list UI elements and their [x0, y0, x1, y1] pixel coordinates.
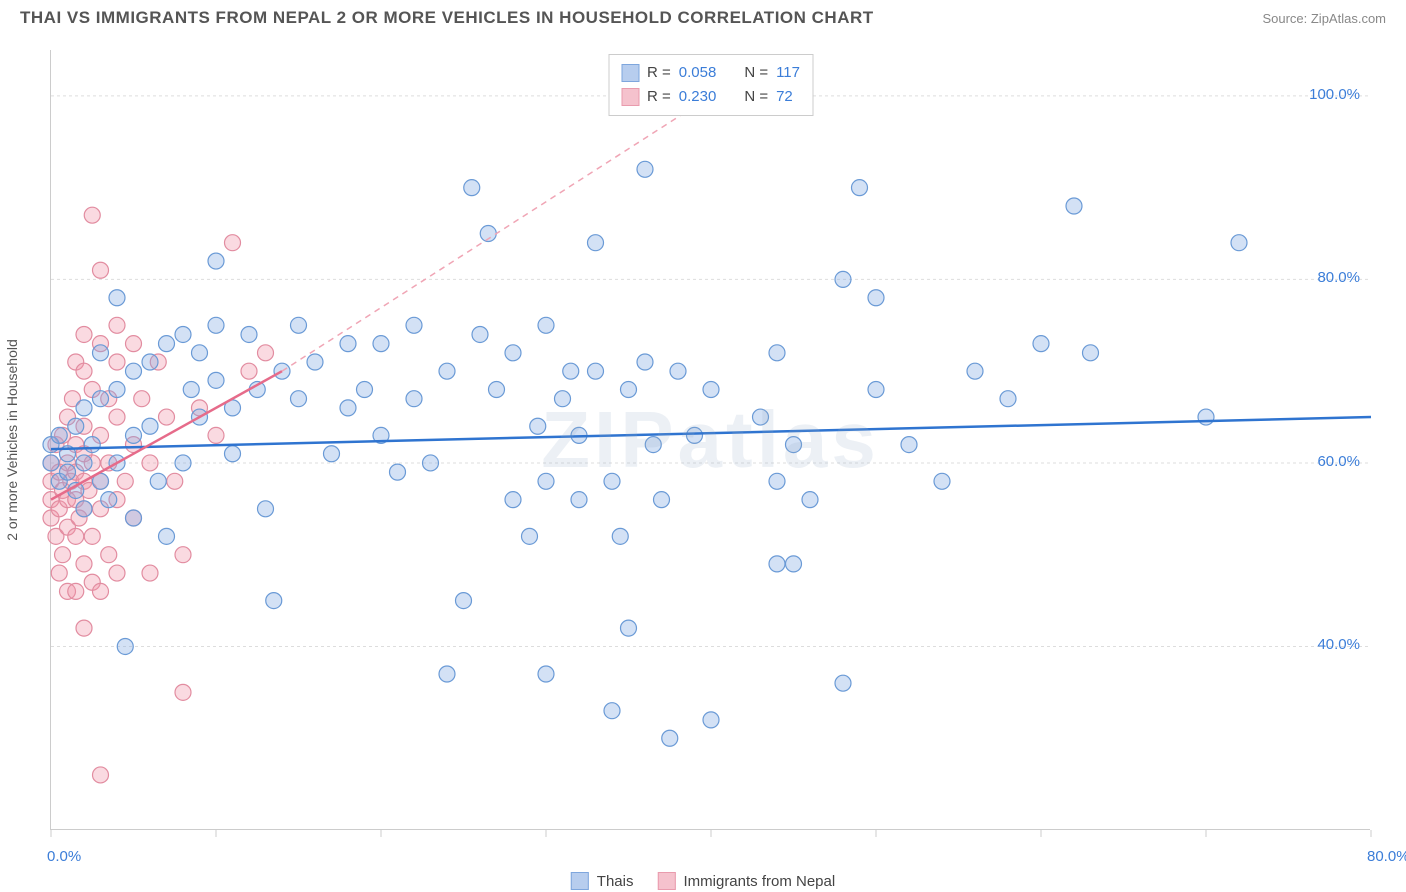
legend-label-nepal: Immigrants from Nepal — [683, 873, 835, 890]
swatch-thais — [621, 64, 639, 82]
stat-r-value-thais: 0.058 — [679, 61, 717, 85]
stats-legend: R = 0.058 N = 117 R = 0.230 N = 72 — [608, 54, 813, 116]
stats-row-nepal: R = 0.230 N = 72 — [621, 85, 800, 109]
stats-row-thais: R = 0.058 N = 117 — [621, 61, 800, 85]
swatch-nepal — [621, 88, 639, 106]
x-tick-label: 80.0% — [1367, 848, 1406, 865]
legend-item-thais: Thais — [571, 872, 634, 890]
plot-svg — [51, 50, 1371, 830]
y-tick-label: 80.0% — [1317, 269, 1360, 286]
y-tick-label: 40.0% — [1317, 636, 1360, 653]
scatter-plot: ZIPatlas R = 0.058 N = 117 R = 0.230 N =… — [50, 50, 1370, 830]
stat-r-label: R = — [647, 85, 671, 109]
chart-container: 2 or more Vehicles in Household ZIPatlas… — [40, 50, 1380, 830]
stat-r-value-nepal: 0.230 — [679, 85, 717, 109]
stat-n-label: N = — [744, 61, 768, 85]
source-attribution: Source: ZipAtlas.com — [1262, 11, 1386, 26]
chart-title: THAI VS IMMIGRANTS FROM NEPAL 2 OR MORE … — [20, 8, 874, 28]
y-axis-label: 2 or more Vehicles in Household — [4, 339, 20, 541]
stat-n-value-thais: 117 — [776, 61, 800, 85]
stat-r-label: R = — [647, 61, 671, 85]
stat-n-label: N = — [744, 85, 768, 109]
legend-label-thais: Thais — [597, 873, 634, 890]
bottom-legend: Thais Immigrants from Nepal — [571, 872, 835, 890]
legend-swatch-thais — [571, 872, 589, 890]
stat-n-value-nepal: 72 — [776, 85, 793, 109]
legend-item-nepal: Immigrants from Nepal — [657, 872, 835, 890]
y-tick-label: 60.0% — [1317, 453, 1360, 470]
x-tick-label: 0.0% — [47, 848, 81, 865]
legend-swatch-nepal — [657, 872, 675, 890]
y-tick-label: 100.0% — [1309, 86, 1360, 103]
